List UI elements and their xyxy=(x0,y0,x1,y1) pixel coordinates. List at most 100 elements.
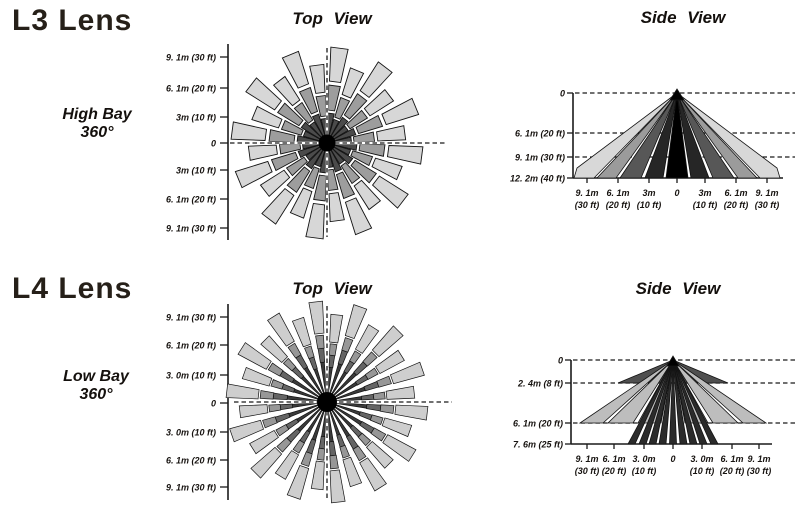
coverage-wedge xyxy=(371,157,403,181)
floor-distance-label: 3. 0m xyxy=(690,454,713,464)
coverage-beam xyxy=(676,92,735,179)
distance-axis-label: 6. 1m (20 ft) xyxy=(166,195,216,205)
coverage-wedge xyxy=(365,440,394,469)
coverage-wedge xyxy=(315,94,327,118)
sensor-center-dot xyxy=(317,392,337,412)
coverage-wedge xyxy=(350,159,378,184)
coverage-wedge xyxy=(329,469,346,504)
coverage-wedge xyxy=(304,345,315,360)
coverage-wedge xyxy=(364,367,379,380)
coverage-wedge xyxy=(329,343,338,357)
coverage-wedge xyxy=(354,324,380,354)
coverage-wedge xyxy=(334,96,351,120)
coverage-wedge xyxy=(337,349,349,366)
floor-distance-label-ft: (30 ft) xyxy=(755,200,780,210)
depth-axis-label: 6. 1m (20 ft) xyxy=(515,129,565,139)
coverage-wedge xyxy=(359,457,387,492)
coverage-wedge xyxy=(360,393,375,401)
l3-side-view-diagram: 0 6. 1m (20 ft) 9. 1m (30 ft) 12. 2m (40 ft… xyxy=(510,88,795,210)
coverage-wedge xyxy=(267,312,295,347)
coverage-wedge xyxy=(259,390,275,400)
coverage-wedge xyxy=(317,347,326,363)
distance-axis-label: 0 xyxy=(211,139,216,149)
coverage-wedge xyxy=(385,385,416,400)
coverage-wedge xyxy=(389,361,425,385)
floor-distance-label: 9. 1m xyxy=(755,188,778,198)
coverage-wedge xyxy=(349,350,362,365)
coverage-wedge xyxy=(341,337,354,353)
coverage-wedge xyxy=(313,174,327,202)
coverage-wedge xyxy=(310,460,325,491)
coverage-wedge xyxy=(328,441,337,457)
coverage-wedge xyxy=(329,454,339,470)
coverage-beam xyxy=(672,359,688,445)
coverage-beam xyxy=(665,92,689,179)
floor-distance-label: 6. 1m xyxy=(724,188,747,198)
coverage-wedge xyxy=(386,145,424,165)
coverage-wedge xyxy=(352,131,376,143)
floor-distance-label: 9. 1m xyxy=(575,454,598,464)
coverage-wedge xyxy=(318,435,326,450)
coverage-wedge xyxy=(275,424,290,437)
distance-axis-label: 9. 1m (30 ft) xyxy=(166,313,216,323)
coverage-wedge xyxy=(372,391,386,400)
floor-distance-label: 9. 1m xyxy=(575,188,598,198)
coverage-wedge xyxy=(281,50,310,89)
coverage-wedge xyxy=(272,392,288,401)
coverage-wedge xyxy=(340,162,361,185)
floor-distance-label-ft: (10 ft) xyxy=(690,466,715,476)
coverage-wedge xyxy=(286,166,311,194)
coverage-wedge xyxy=(350,150,374,167)
coverage-wedge xyxy=(370,427,387,442)
coverage-wedge xyxy=(346,109,369,130)
coverage-beam xyxy=(648,359,674,445)
coverage-wedge xyxy=(341,67,365,99)
coverage-beam xyxy=(638,359,674,445)
distance-axis-label: 0 xyxy=(211,399,216,409)
coverage-wedge xyxy=(305,438,317,455)
coverage-wedge xyxy=(342,456,363,488)
coverage-beam xyxy=(672,359,739,424)
distance-axis-label: 3. 0m (10 ft) xyxy=(166,428,216,438)
coverage-wedge xyxy=(305,202,325,240)
coverage-beam xyxy=(607,359,674,424)
coverage-wedge xyxy=(363,88,395,117)
coverage-wedge xyxy=(238,404,269,419)
coverage-wedge xyxy=(276,102,304,127)
coverage-beam xyxy=(666,355,680,367)
coverage-wedge xyxy=(375,349,405,375)
coverage-beam xyxy=(658,359,674,445)
coverage-wedge xyxy=(274,412,291,424)
coverage-beam xyxy=(676,92,710,179)
l3-bay-label: High Bay 360° xyxy=(12,106,182,142)
coverage-wedge xyxy=(358,143,386,157)
coverage-wedge xyxy=(270,151,299,172)
coverage-wedge xyxy=(303,166,320,190)
coverage-wedge xyxy=(329,46,349,84)
coverage-wedge xyxy=(344,304,368,340)
distance-axis-label: 3m (10 ft) xyxy=(176,166,216,176)
distance-axis-label: 6. 1m (20 ft) xyxy=(166,84,216,94)
coverage-wedge xyxy=(300,451,313,467)
coverage-wedge xyxy=(329,313,344,344)
coverage-beam xyxy=(596,92,678,179)
l4-lens-title: L4 Lens xyxy=(12,272,133,305)
distance-axis-label: 3. 0m (10 ft) xyxy=(166,371,216,381)
coverage-wedge xyxy=(327,84,341,112)
coverage-beam xyxy=(676,92,758,179)
sensor-center-dot xyxy=(318,134,336,152)
coverage-wedge xyxy=(281,383,296,393)
coverage-wedge xyxy=(268,129,296,143)
coverage-wedge xyxy=(381,417,413,438)
coverage-beam xyxy=(676,92,781,179)
coverage-wedge xyxy=(335,171,356,200)
coverage-wedge xyxy=(270,379,285,390)
coverage-wedge xyxy=(376,125,407,142)
distance-axis-label: 3m (10 ft) xyxy=(176,113,216,123)
floor-distance-label: 0 xyxy=(670,454,675,464)
coverage-wedge xyxy=(343,92,368,120)
floor-distance-label-ft: (30 ft) xyxy=(575,200,600,210)
coverage-wedge xyxy=(355,114,384,135)
floor-distance-label-ft: (10 ft) xyxy=(632,466,657,476)
l4-top-view-title: Top View xyxy=(292,279,372,298)
